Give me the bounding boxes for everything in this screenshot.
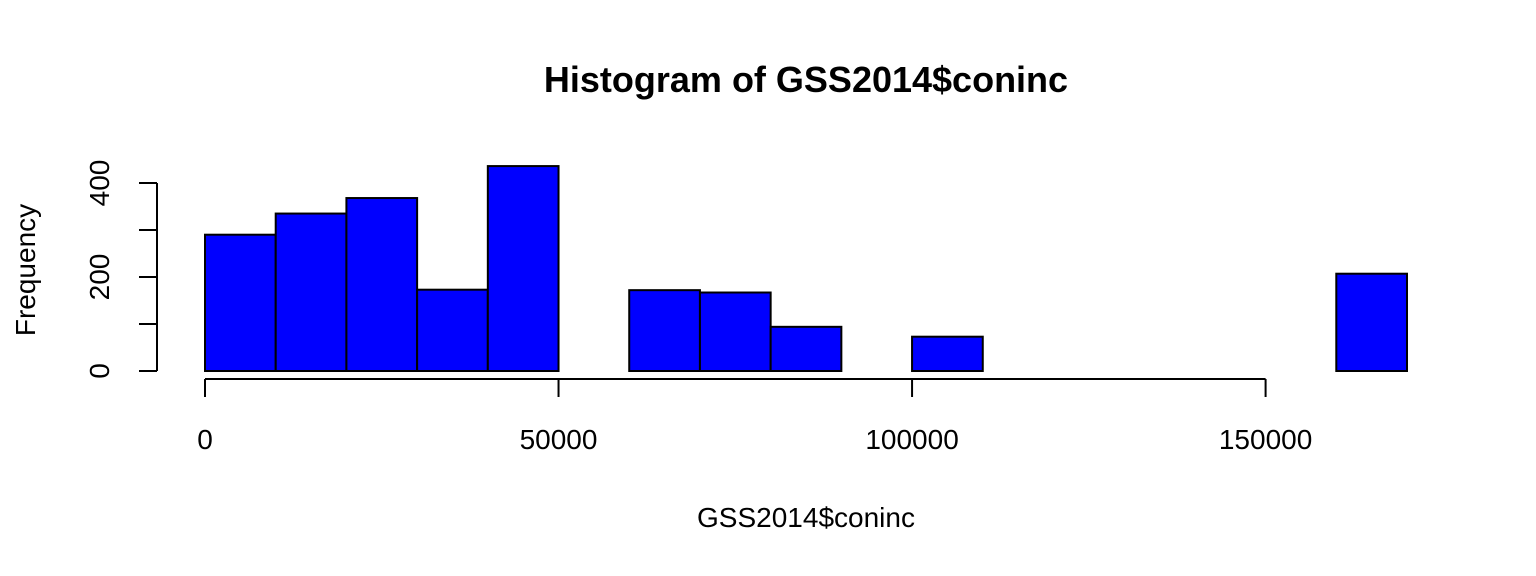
histogram-bar <box>345 197 419 372</box>
histogram-bar <box>698 291 772 373</box>
x-axis: 0 50000 100000 150000 <box>197 378 1312 455</box>
histogram-bar <box>628 289 701 372</box>
histogram-bar <box>486 165 560 372</box>
y-axis-label: Frequency <box>10 204 41 336</box>
x-tick-label: 150000 <box>1219 424 1312 455</box>
histogram-bar <box>911 335 984 373</box>
y-tick-label: 400 <box>84 160 115 207</box>
y-tick-label: 0 <box>84 363 115 379</box>
chart-title: Histogram of GSS2014$coninc <box>544 59 1068 100</box>
histogram-bar <box>769 325 843 373</box>
histogram-bar <box>1335 272 1408 372</box>
x-tick-label: 100000 <box>865 424 958 455</box>
y-axis: 0 200 400 <box>84 160 158 379</box>
histogram-bar <box>204 233 277 372</box>
histogram-bar <box>274 212 348 372</box>
x-tick-label: 0 <box>197 424 213 455</box>
x-axis-label: GSS2014$coninc <box>697 502 915 533</box>
x-tick-label: 50000 <box>520 424 598 455</box>
bars-group <box>204 165 1408 373</box>
y-tick-label: 200 <box>84 254 115 301</box>
histogram-bar <box>416 288 489 372</box>
